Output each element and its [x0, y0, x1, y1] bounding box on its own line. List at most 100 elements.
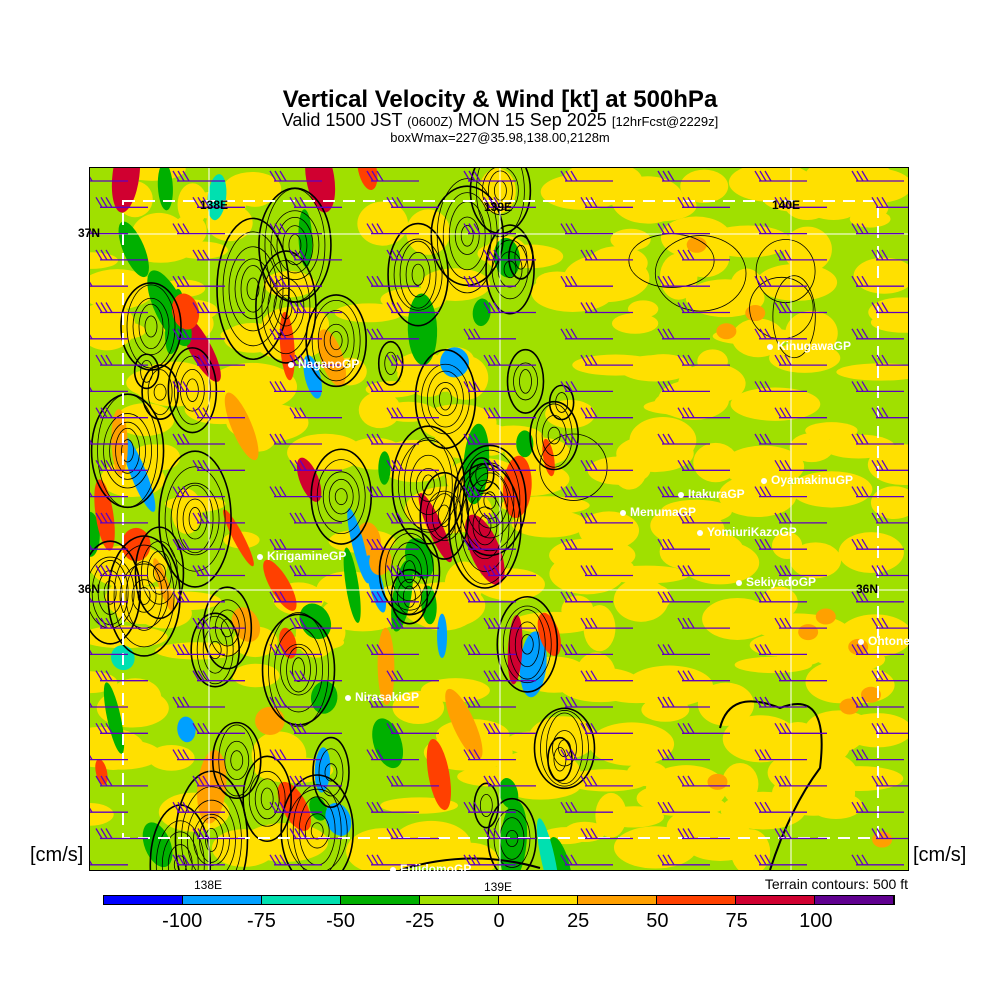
terrain-contour [218, 724, 256, 797]
wind-barb-feather [463, 486, 471, 497]
wind-barb-feather [764, 801, 772, 813]
wind-barb-feather [764, 223, 772, 234]
wind-barb-feather [881, 407, 889, 419]
wind-barb-feather [105, 459, 113, 471]
wind-barb-feather [759, 223, 767, 234]
wind-barb-feather [881, 354, 889, 366]
wind-barb-feather [192, 828, 200, 839]
wind-barb-feather [274, 801, 282, 813]
wind-barb-feather [779, 407, 787, 419]
wind-barb-feather [861, 170, 869, 182]
wind-barb-feather [759, 854, 767, 866]
wind-barb-feather [570, 433, 578, 445]
wind-barb-feather [662, 433, 670, 445]
wind-barb-feather [391, 617, 399, 629]
wind-barb-feather [759, 644, 767, 655]
colorbar-bin [341, 896, 420, 904]
velocity-cell [507, 615, 523, 685]
wind-barb-feather [856, 328, 864, 340]
wind-barb-feather [172, 749, 180, 760]
wind-barb-feather [396, 722, 404, 734]
wind-barb-feather [473, 538, 481, 550]
wind-barb-feather [371, 591, 379, 603]
lat-label-37n: 37N [78, 226, 101, 240]
wind-barb-feather [784, 617, 792, 629]
wind-barb-feather [182, 381, 190, 392]
terrain-contour [448, 462, 522, 589]
wind-barb-feather [779, 354, 787, 366]
wind-barb-feather [299, 407, 307, 419]
wind-barb-feather [560, 223, 568, 234]
terrain-contour [324, 763, 338, 782]
wind-barb-feather [279, 381, 287, 392]
wind-barb-feather [274, 275, 282, 287]
wind-barb-feather [366, 275, 374, 287]
wind-barb-feather [667, 275, 675, 287]
wind-barb-feather [473, 591, 481, 603]
forecast-info: [12hrFcst@2229z] [611, 114, 719, 129]
wind-barb-feather [202, 565, 210, 576]
updraft-area [115, 403, 175, 437]
wind-barb-feather [279, 591, 287, 603]
wind-barb-feather [580, 828, 588, 839]
wind-barb-feather [483, 565, 491, 576]
wind-barb-feather [779, 775, 787, 787]
wind-barb-feather [299, 670, 307, 682]
updraft-area [697, 682, 755, 726]
velocity-cell [207, 174, 227, 221]
wind-barb-feather [376, 275, 384, 287]
wind-barb-feather [376, 486, 384, 497]
wind-barb-feather [391, 407, 399, 419]
wind-barb-feather [197, 512, 205, 524]
wind-barb-feather [105, 722, 113, 734]
colorbar-bin [104, 896, 183, 904]
wind-barb-feather [172, 538, 180, 550]
wind-barb-feather [565, 433, 573, 445]
wind-barb-feather [105, 407, 113, 419]
terrain-contour [230, 750, 244, 771]
terrain-contour [496, 595, 559, 693]
updraft-area [595, 792, 627, 838]
map-panel: 138E 139E 140E 37N 36N 36N KinugawaGP Oy… [59, 136, 939, 926]
wind-barb-feather [570, 644, 578, 655]
station-yomiurikazo: YomiuriKazoGP [697, 525, 797, 539]
wind-barb-feather [100, 722, 108, 734]
terrain-contour [514, 621, 540, 668]
wind-barb-feather [876, 565, 884, 576]
wind-barb-feather [856, 801, 864, 813]
wind-barb-feather [473, 223, 481, 234]
wind-barb-feather [396, 459, 404, 471]
wind-barb-feather [197, 722, 205, 734]
wind-barb-feather [493, 512, 501, 524]
wind-barb-feather [192, 302, 200, 313]
wind-barb-feather [754, 696, 762, 708]
terrain-contour [141, 540, 178, 605]
terrain-contour [147, 550, 172, 595]
wind-barb-feather [100, 459, 108, 471]
wind-barb-feather [580, 565, 588, 576]
wind-barb-feather [682, 196, 690, 208]
wind-barb-feather [95, 196, 103, 208]
wind-barb-feather [861, 591, 869, 603]
wind-barb-feather [687, 354, 695, 366]
wind-barb-feather [294, 670, 302, 682]
wind-barb-feather [876, 617, 884, 629]
wind-barb-feather [488, 512, 496, 524]
wind-barb-feather [861, 854, 869, 866]
terrain-contour [497, 251, 523, 288]
colorbar-bin [657, 896, 736, 904]
wind-barb-feather [774, 302, 782, 313]
lon-label-138e: 138E [200, 198, 229, 212]
colorbar-tick-label: 0 [493, 910, 505, 932]
terrain-contour [414, 349, 477, 450]
wind-barb-feather [269, 170, 277, 182]
updraft-area [406, 209, 451, 255]
updraft-area [420, 678, 490, 703]
wind-barb-feather [677, 459, 685, 471]
terrain-contour-note: Terrain contours: 500 ft [764, 876, 908, 892]
terrain-contour [421, 474, 435, 496]
colorbar-tick-label: -25 [405, 910, 435, 932]
wind-barb-feather [565, 801, 573, 813]
wind-barb-feather [299, 302, 307, 313]
wind-barb-feather [657, 433, 665, 445]
